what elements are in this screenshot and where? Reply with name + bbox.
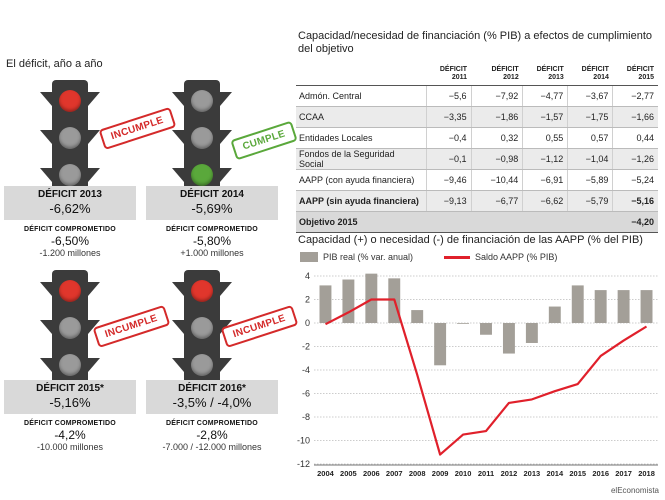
deficit-card-2014: DÉFICIT 2014 -5,69% DÉFICIT COMPROMETIDO… [146,186,278,258]
card-year-label: DÉFICIT 2016* [178,383,246,394]
bar-gdp-2014 [548,306,561,323]
column-header: DÉFICIT 2011 [426,66,472,86]
x-tick-label: 2014 [546,469,564,478]
committed-label: DÉFICIT COMPROMETIDO [24,226,116,233]
card-year-label: DÉFICIT 2014 [180,189,244,200]
stamp-badge: INCUMPLE [98,106,177,151]
x-tick-label: 2008 [409,469,426,478]
committed-note: +1.000 millones [180,248,244,258]
x-tick-label: 2013 [524,469,541,478]
column-header: DÉFICIT 2014 [567,66,613,86]
bar-gdp-2004 [319,285,332,323]
chart-title: Capacidad (+) o necesidad (-) de financi… [298,234,643,246]
committed-value: -5,80% [192,234,232,248]
x-tick-label: 2005 [340,469,357,478]
bar-gdp-2015 [571,285,584,323]
stamp-badge: INCUMPLE [92,304,171,349]
legend-line-swatch [444,255,470,259]
committed-note: -1.200 millones [39,248,101,258]
bar-gdp-2010 [457,323,470,324]
table-row: AAPP (con ayuda financiera) −9,46 −10,44−… [296,169,658,191]
y-tick-label: 0 [305,318,310,328]
committed-label: DÉFICIT COMPROMETIDO [24,420,116,427]
y-tick-label: -12 [297,459,310,469]
table-row: CCAA −3,35 −1,86 −1,57 −1,75 −1,66 [296,106,658,128]
traffic-light-2015 [40,270,100,386]
y-tick-label: -4 [302,365,310,375]
financing-table: DÉFICIT 2011 DÉFICIT 2012 DÉFICIT 2013 DÉFI… [296,66,658,233]
y-tick-label: -8 [302,412,310,422]
committed-note: -7.000 / -12.000 millones [162,442,262,452]
table-row: Entidades Locales −0,4 0,32 0,55 0,57 0,44 [296,127,658,149]
y-tick-label: -10 [297,436,310,446]
left-panel-title: El déficit, año a año [6,58,103,70]
committed-value: -2,8% [196,428,228,442]
deficit-card-2016: DÉFICIT 2016* -3,5% / -4,0% DÉFICIT COMP… [146,380,278,452]
traffic-light-2014 [172,80,232,196]
committed-value: -4,2% [54,428,86,442]
bar-gdp-2017 [617,290,630,323]
card-deficit-value: -6,62% [49,201,91,216]
table-row: Fondos de la Seguridad Social −0,1 −0,98−… [296,148,658,170]
red-light-icon [59,280,81,302]
column-header: DÉFICIT 2015 [612,66,658,86]
bar-gdp-2012 [502,323,515,354]
bar-gdp-2009 [434,323,447,366]
deficit-chart: 4 2 0 -2 -4 -6 -8 -10 -12 2004 2005 2006 2007 2008 200… [297,271,658,478]
bar-gdp-2013 [525,323,538,343]
x-tick-label: 2015 [569,469,586,478]
bar-gdp-2016 [594,290,607,323]
committed-value: -6,50% [50,234,90,248]
bar-gdp-2018 [640,290,653,323]
card-year-label: DÉFICIT 2015* [36,383,104,394]
legend-bar-swatch [300,252,318,262]
stamp-badge: CUMPLE [230,120,298,161]
deficit-card-2015: DÉFICIT 2015* -5,16% DÉFICIT COMPROMETID… [4,380,136,452]
line-balance [324,298,648,456]
stamp-badge: INCUMPLE [220,304,299,349]
card-deficit-value: -5,69% [191,201,233,216]
table-title: Capacidad/necesidad de financiación (% P… [298,30,653,55]
credit-logo: elEconomista [610,486,659,495]
red-light-icon [59,90,81,112]
y-tick-label: 4 [305,271,310,281]
card-deficit-value: -5,16% [49,395,91,410]
legend-gdp: PIB real (% var. anual) [300,252,413,262]
x-tick-label: 2007 [386,469,403,478]
deficit-card-2013: DÉFICIT 2013 -6,62% DÉFICIT COMPROMETIDO… [4,186,136,258]
legend-balance: Saldo AAPP (% PIB) [444,252,557,262]
x-tick-label: 2017 [615,469,632,478]
card-year-label: DÉFICIT 2013 [38,189,102,200]
committed-note: -10.000 millones [36,442,104,452]
bar-gdp-2008 [411,310,424,323]
committed-label: DÉFICIT COMPROMETIDO [166,420,258,427]
red-light-icon [191,280,213,302]
bar-gdp-2005 [342,279,355,323]
x-tick-label: 2004 [317,469,335,478]
committed-label: DÉFICIT COMPROMETIDO [166,226,258,233]
x-tick-label: 2016 [592,469,609,478]
bar-gdp-2006 [365,273,378,323]
table-row: Admón. Central −5,6 −7,92 −4,77 −3,67 −2,77 [296,85,658,107]
x-tick-label: 2011 [478,469,494,478]
x-tick-label: 2012 [501,469,518,478]
x-tick-label: 2006 [363,469,380,478]
x-tick-label: 2018 [638,469,655,478]
green-light-icon [191,164,213,186]
x-tick-label: 2010 [455,469,472,478]
column-header: DÉFICIT 2012 [471,66,523,86]
y-tick-label: 2 [305,295,310,305]
column-header: DÉFICIT 2013 [522,66,568,86]
y-tick-label: -2 [302,342,310,352]
table-row-target: Objetivo 2015 −4,20 [296,211,658,233]
table-row: AAPP (sin ayuda financiera) −9,13 −6,77 −6… [296,190,658,212]
x-tick-label: 2009 [432,469,449,478]
bar-gdp-2011 [480,323,492,335]
traffic-light-2013 [40,80,100,196]
y-tick-label: -6 [302,389,310,399]
card-deficit-value: -3,5% / -4,0% [172,395,252,410]
